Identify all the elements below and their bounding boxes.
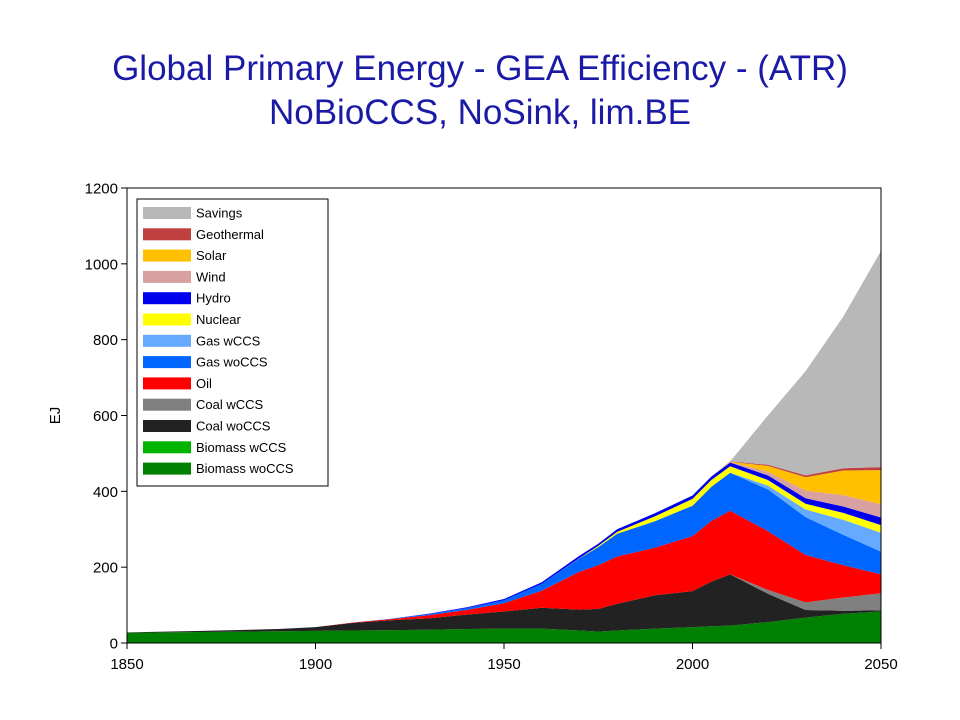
legend-label: Savings — [196, 206, 243, 221]
legend-label: Gas wCCS — [196, 333, 261, 348]
legend-label: Coal wCCS — [196, 397, 264, 412]
legend-swatch — [143, 398, 191, 411]
chart-title-line-1: Global Primary Energy - GEA Efficiency -… — [112, 49, 848, 88]
legend-swatch — [143, 420, 191, 432]
y-axis-label: EJ — [47, 407, 64, 425]
legend-swatch — [143, 377, 191, 390]
legend-swatch — [143, 292, 191, 305]
legend-label: Gas woCCS — [196, 355, 268, 370]
area-oil — [127, 510, 881, 633]
y-tick-label: 600 — [93, 408, 118, 425]
legend-label: Oil — [196, 376, 212, 391]
y-axis: 0 200 400 600 800 1000 1200 — [85, 181, 127, 653]
legend: Savings Geothermal Solar Wind Hydro Nuclear Ga… — [136, 198, 329, 487]
legend-swatch — [143, 249, 191, 262]
area-biomass-woccs — [127, 611, 881, 643]
legend-label: Biomass woCCS — [196, 461, 294, 476]
legend-label: Nuclear — [196, 312, 241, 327]
x-tick-label: 2000 — [676, 656, 709, 673]
y-tick-label: 400 — [93, 484, 118, 501]
chart-title-line-2: NoBioCCS, NoSink, lim.BE — [268, 93, 692, 132]
legend-label: Solar — [196, 248, 227, 263]
legend-swatch — [143, 228, 191, 241]
legend-swatch — [143, 270, 191, 283]
area-series-group — [127, 250, 881, 643]
legend-swatch — [143, 462, 191, 475]
x-tick-label: 1850 — [110, 656, 143, 673]
y-tick-label: 0 — [110, 636, 118, 653]
legend-swatch — [143, 356, 191, 369]
legend-swatch — [143, 313, 191, 326]
legend-label: Biomass wCCS — [196, 440, 287, 455]
legend-swatch — [143, 441, 191, 454]
x-tick-label: 1900 — [299, 656, 332, 673]
y-tick-label: 1200 — [85, 181, 118, 198]
legend-label: Wind — [196, 269, 226, 284]
area-solar — [127, 461, 881, 633]
x-tick-label: 2050 — [864, 656, 897, 673]
area-coal-woccs — [127, 574, 881, 633]
legend-label: Geothermal — [196, 227, 264, 242]
legend-label: Hydro — [196, 291, 231, 306]
x-axis: 1850 1900 1950 2000 2050 — [110, 643, 898, 673]
legend-label: Coal woCCS — [196, 419, 271, 434]
y-tick-label: 200 — [93, 560, 118, 577]
legend-swatch — [143, 207, 191, 219]
legend-swatch — [143, 334, 191, 347]
x-tick-label: 1950 — [487, 656, 520, 673]
y-tick-label: 800 — [93, 332, 118, 349]
y-tick-label: 1000 — [85, 256, 118, 273]
area-gas-woccs — [127, 472, 881, 633]
